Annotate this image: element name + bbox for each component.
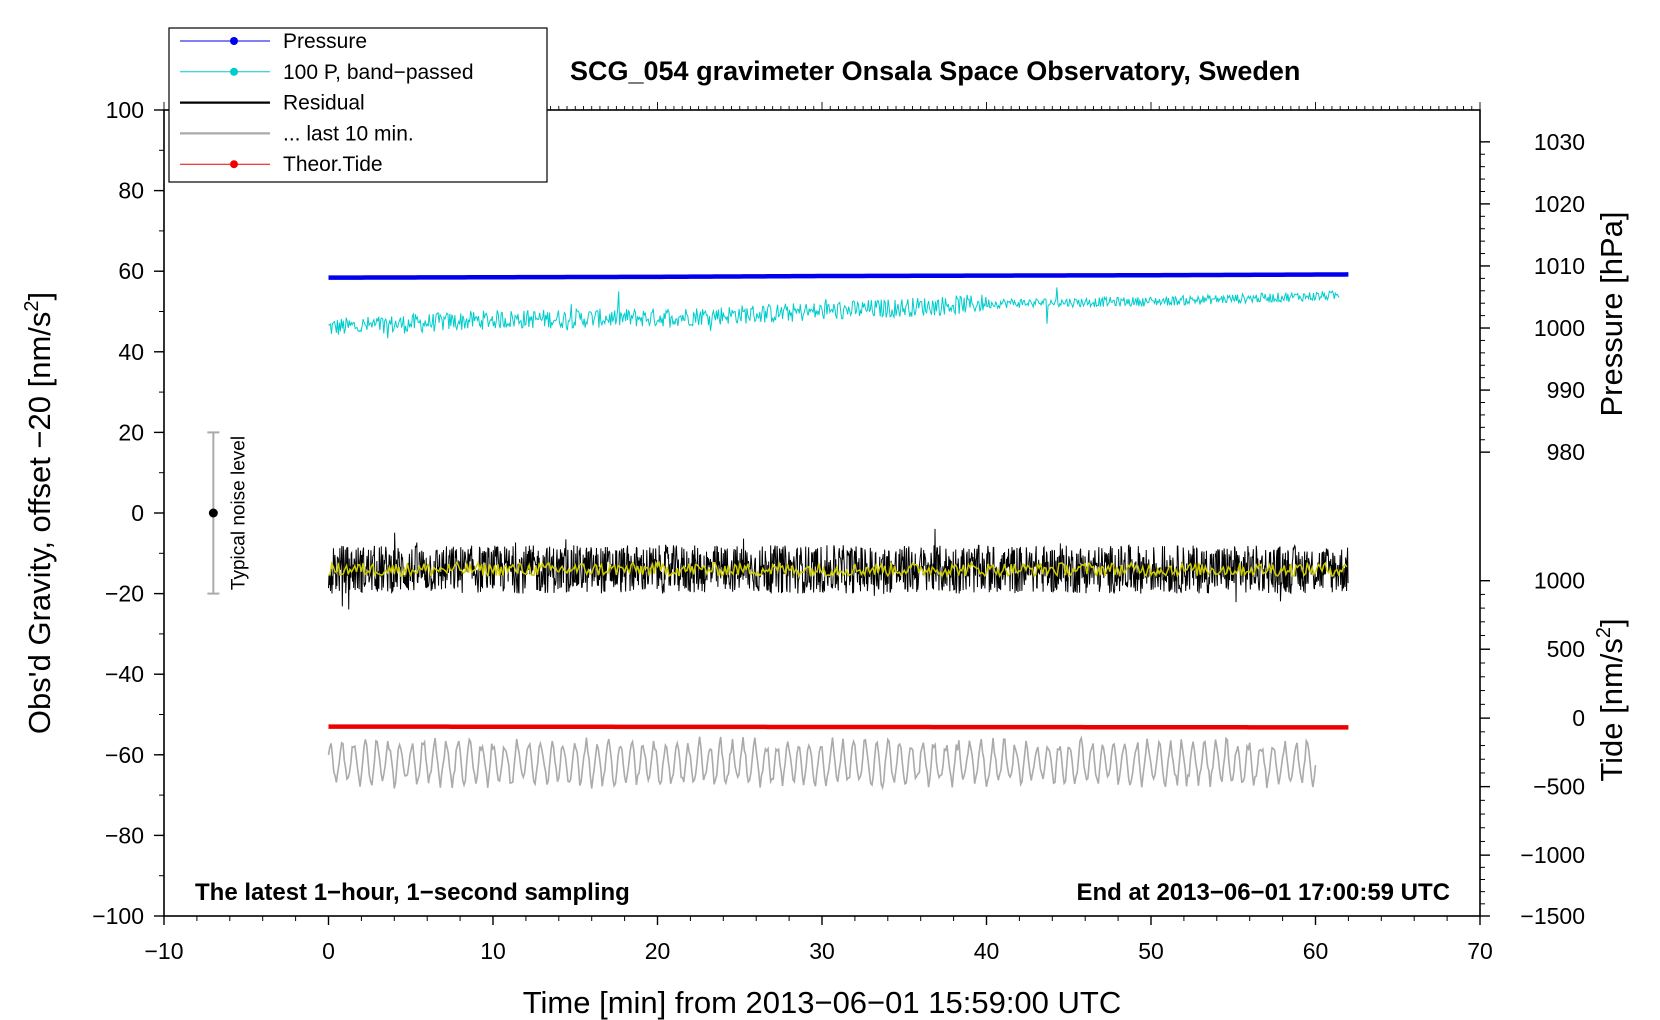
pressure-tick-label: 980 [1547,439,1585,465]
x-tick-label: 50 [1138,938,1164,964]
pressure-tick-label: 1010 [1534,253,1585,279]
x-tick-label: 30 [809,938,835,964]
pressure-axis-title: Pressure [hPa] [1594,211,1629,416]
tide-tick-label: 0 [1572,705,1585,731]
legend-marker [230,37,238,45]
pressure-tick-label: 1030 [1534,129,1585,155]
noise-center-dot [208,508,218,518]
tide-axis-title-main: Tide [nm/s [1594,638,1629,782]
x-tick-label: 70 [1467,938,1493,964]
legend: Pressure 100 P, band−passed Residual ... la… [168,27,548,183]
y-tick-label: 80 [118,178,144,204]
plot-frame [163,109,1481,917]
tide-axis-title: Tide [nm/s2] [1593,618,1629,781]
x-tick-label: −10 [144,938,183,964]
series-residual-smoothed-line [328,560,1348,579]
legend-box [168,27,548,183]
pressure-tick-label: 1000 [1534,315,1585,341]
tide-tick-label: −1000 [1520,842,1585,868]
tide-tick-label: −500 [1533,774,1585,800]
chart-title: SCG_054 gravimeter Onsala Space Observat… [570,56,1300,86]
tide-axis-title-end: ] [1594,618,1629,627]
noise-level-indicator [207,431,220,595]
y-tick-label: −80 [105,822,144,848]
series-theor-tide-line [328,724,1349,730]
legend-entry-label: Residual [283,92,365,115]
tide-tick-label: 500 [1547,636,1585,662]
y-axis-title-end: ] [22,292,57,301]
legend-marker [230,160,238,169]
x-tick-label: 20 [645,938,671,964]
y-axis-title-main: Obs'd Gravity, offset −20 [nm/s [22,312,57,735]
legend-entry-label: Theor.Tide [283,153,383,176]
y-tick-label: −100 [92,903,144,929]
y-tick-label: 40 [118,339,144,365]
note-latest-hour: The latest 1−hour, 1−second sampling [195,879,630,906]
x-tick-label: 0 [322,938,335,964]
x-tick-label: 40 [974,938,1000,964]
tide-tick-label: 1000 [1534,568,1585,594]
y-tick-label: −20 [105,581,144,607]
x-tick-label: 10 [480,938,506,964]
y-tick-label: 60 [118,258,144,284]
note-end-time: End at 2013−06−01 17:00:59 UTC [1076,879,1450,906]
pressure-tick-label: 990 [1547,377,1585,403]
pressure-tick-label: 1020 [1534,191,1585,217]
noise-level-label: Typical noise level [228,436,249,590]
series-pressure-line [328,272,1349,280]
plot-data-layer [327,272,1349,791]
tide-tick-label: −1500 [1520,903,1585,929]
y-tick-label: −60 [105,742,144,768]
x-axis-title: Time [min] from 2013−06−01 15:59:00 UTC [523,985,1122,1020]
legend-entry-label: 100 P, band−passed [283,61,474,84]
y-tick-label: −40 [105,661,144,687]
axes-layer: −10 0 10 20 30 40 50 60 70100806040200−20−40−60−… [92,97,1585,964]
y-tick-label: 100 [106,97,144,123]
tide-axis-title-sup: 2 [1593,627,1615,638]
legend-marker [230,67,238,76]
y-axis-title-sup: 2 [21,300,43,311]
series-band-passed-line [328,287,1340,339]
legend-entry-label: ... last 10 min. [283,122,414,145]
x-tick-label: 60 [1303,938,1329,964]
y-tick-label: 20 [118,419,144,445]
y-axis-title: Obs'd Gravity, offset −20 [nm/s2] [21,292,57,734]
series-residual-line [328,528,1349,610]
y-tick-label: 0 [131,500,144,526]
series-last-10-min-line [327,735,1317,791]
legend-entry-label: Pressure [283,30,367,53]
